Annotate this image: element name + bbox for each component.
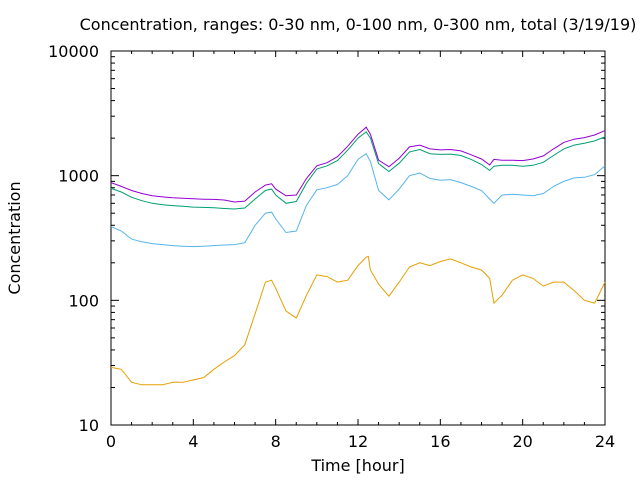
x-axis-label: Time [hour] xyxy=(310,456,404,475)
series-layer xyxy=(110,126,606,386)
axis-ticks: 0 4 8 12 16 20 24 10 100 1000 10000 xyxy=(48,42,615,451)
x-tick-label: 4 xyxy=(188,432,198,451)
y-tick-label: 10000 xyxy=(48,42,99,61)
series-line-1 xyxy=(110,255,606,386)
x-tick-label: 20 xyxy=(512,432,532,451)
plot-frame xyxy=(110,50,606,426)
y-axis-label: Concentration xyxy=(5,181,24,294)
x-tick-label: 16 xyxy=(430,432,450,451)
y-tick-label: 10 xyxy=(79,416,99,435)
series-line-3 xyxy=(110,131,606,210)
chart-title: Concentration, ranges: 0-30 nm, 0-100 nm… xyxy=(80,15,637,34)
y-tick-label: 1000 xyxy=(58,167,99,186)
x-tick-label: 24 xyxy=(595,432,615,451)
x-tick-label: 12 xyxy=(348,432,368,451)
x-tick-label: 0 xyxy=(106,432,116,451)
y-tick-label: 100 xyxy=(68,291,99,310)
series-line-2 xyxy=(110,152,606,248)
x-tick-label: 8 xyxy=(271,432,281,451)
series-line-4 xyxy=(110,126,606,203)
